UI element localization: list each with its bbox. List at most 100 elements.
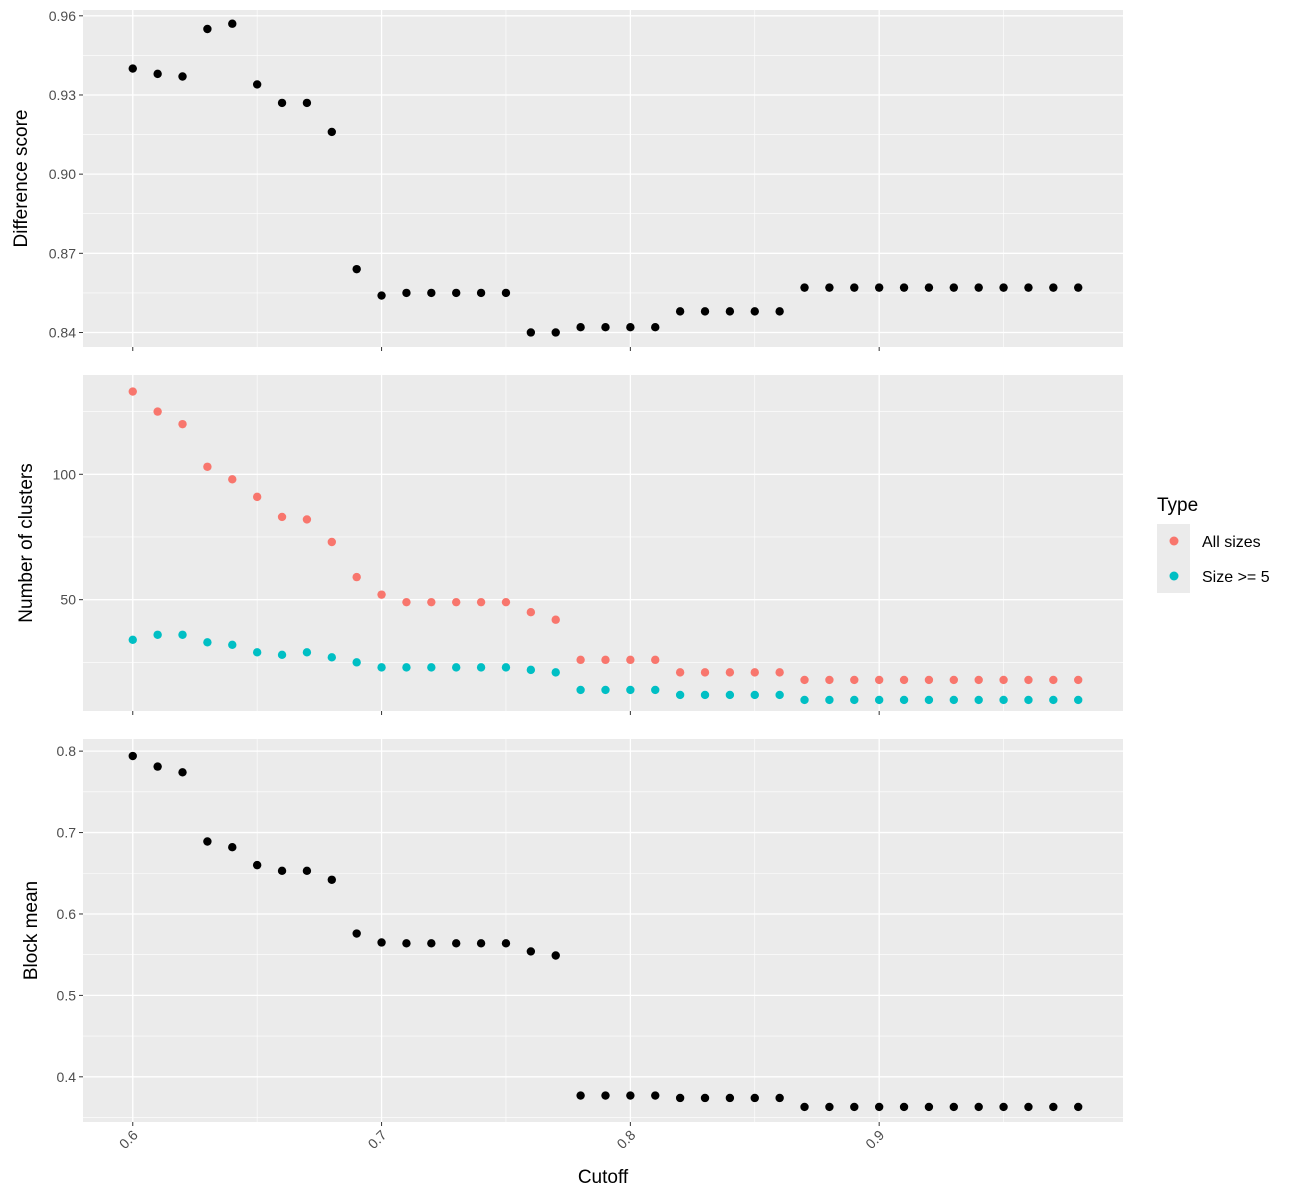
data-point [924,695,934,705]
data-point [203,462,212,471]
data-point [551,615,560,624]
data-point [252,492,262,502]
y-tick-label: 0.96 [49,8,76,24]
data-point [377,663,386,672]
y-axis-title: Block mean [21,881,42,980]
data-point [899,695,909,705]
data-point [377,291,386,300]
data-point [1049,675,1058,685]
data-point [899,283,909,292]
data-point [874,695,884,705]
data-point [675,307,685,316]
data-point [228,19,237,28]
plot-panels: 0.84 0.87 0.90 0.93 0.96 Difference score 50 10… [11,8,1123,1126]
data-point [302,515,312,524]
data-point [874,283,884,292]
data-point [501,663,511,672]
data-point [626,685,635,695]
data-point [725,1093,735,1103]
data-point [526,328,536,337]
data-point [178,630,187,639]
data-point [825,695,834,705]
data-point [302,98,312,108]
data-point [277,650,287,660]
data-point [601,685,610,695]
data-point [327,653,337,662]
series-values [128,751,1083,1112]
data-point [427,663,436,672]
data-point [1049,1102,1058,1112]
data-point [874,1102,884,1112]
data-point [651,323,660,332]
data-point [327,875,337,884]
data-point [750,690,759,700]
data-point [526,947,536,956]
data-point [452,663,461,672]
data-point [850,675,859,685]
x-tick-label: 0.9 [862,1127,887,1152]
x-axis: 0.6 0.7 0.8 0.9 [116,1127,888,1152]
data-point [850,695,859,705]
data-point [352,572,361,582]
data-point [402,939,411,948]
data-point [1049,695,1058,705]
y-tick-label: 0.8 [57,743,77,759]
panel-background [83,739,1123,1122]
data-point [551,951,560,960]
data-point [203,837,212,846]
data-point [850,283,859,292]
data-point [476,288,486,298]
data-point [651,655,660,665]
data-point [601,323,610,332]
legend-key-all-sizes [1169,536,1179,546]
x-tick-label: 0.6 [116,1127,141,1152]
data-point [775,668,784,677]
data-point [949,283,959,292]
data-point [924,675,934,685]
data-point [476,939,486,948]
data-point [725,668,735,677]
data-point [825,1102,834,1112]
data-point [800,675,809,685]
data-point [377,938,386,947]
y-tick-label: 0.90 [49,166,76,182]
data-point [252,648,262,657]
data-point [775,690,784,700]
legend-label-size-ge-5: Size >= 5 [1202,569,1270,586]
data-point [874,675,884,685]
data-point [601,1091,610,1100]
data-point [402,597,411,607]
data-point [302,866,312,876]
data-point [153,407,162,416]
data-point [1074,675,1083,685]
data-point [725,690,735,700]
data-point [476,597,486,607]
data-point [675,668,685,677]
data-point [1074,1102,1083,1112]
data-point [899,675,909,685]
data-point [452,939,461,948]
data-point [153,630,162,639]
data-point [999,695,1008,705]
data-point [427,597,436,607]
data-point [750,307,759,316]
data-point [228,475,237,484]
panel-difference: 0.84 0.87 0.90 0.93 0.96 Difference score [11,8,1123,351]
data-point [1024,675,1033,685]
data-point [526,665,536,675]
data-point [277,98,287,108]
x-tick-label: 0.8 [613,1127,638,1152]
data-point [775,1093,784,1103]
data-point [203,638,212,647]
data-point [228,640,237,650]
panel-background [83,10,1123,347]
data-point [551,328,560,337]
data-point [1074,283,1083,292]
y-tick-label: 50 [60,592,76,608]
data-point [700,307,710,316]
data-point [203,24,212,34]
data-point [675,690,685,700]
data-point [576,323,585,332]
data-point [352,264,361,274]
